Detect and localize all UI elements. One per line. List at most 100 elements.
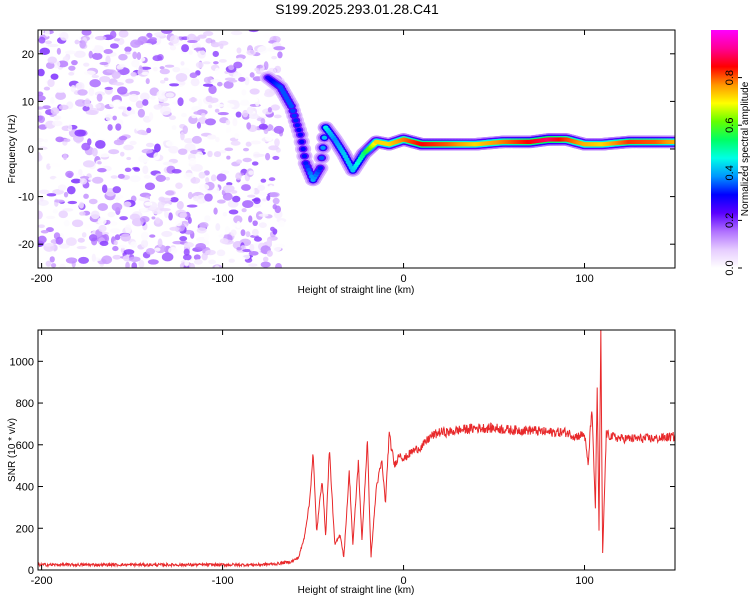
spectrogram-noise-blob	[208, 104, 213, 109]
spectrogram-noise-blob	[119, 216, 128, 221]
spectrogram-ridge	[259, 71, 675, 187]
spectrogram-noise-blob	[206, 134, 217, 140]
spectrogram-noise-blob	[183, 172, 195, 180]
spectrogram-noise-blob	[168, 145, 179, 154]
spectrogram-noise-blob	[228, 79, 238, 83]
spectrogram-noise-blob	[159, 68, 170, 75]
spectrogram-noise-blob	[222, 212, 228, 217]
spectrogram-noise-blob	[47, 56, 57, 64]
snr-background	[38, 330, 675, 570]
spectrogram-noise-blob	[89, 40, 95, 50]
spectrogram-noise-blob	[53, 115, 62, 121]
spectrogram-noise-blob	[250, 140, 262, 145]
spectrogram-noise-blob	[114, 196, 121, 201]
spectrogram-noise-blob	[247, 194, 256, 198]
spectrogram-noise-blob	[252, 203, 262, 208]
snr-x-label: Height of straight line (km)	[298, 585, 415, 596]
spectrogram-noise-blob	[115, 123, 122, 131]
spectrogram-noise-blob	[58, 104, 69, 111]
spectrogram-noise-blob	[47, 43, 59, 48]
spectrogram-x-ticks: -200 -100 0 100	[31, 30, 594, 285]
spectrogram-noise-blob	[252, 98, 259, 103]
spectrogram-noise-blob	[83, 70, 96, 76]
spectrogram-noise-blob	[125, 224, 132, 234]
spectrogram-noise-blob	[125, 78, 134, 84]
spectrogram-noise-blob	[105, 114, 113, 122]
spectrogram-noise-blob	[109, 228, 121, 234]
spectrogram-noise-blob	[257, 45, 268, 54]
spectrogram-noise-blob	[205, 177, 210, 184]
spectrogram-noise-blob	[78, 168, 83, 176]
spectrogram-noise-blob	[204, 118, 217, 126]
spectrogram-noise-blob	[191, 135, 202, 144]
spectrogram-noise-blob	[118, 106, 127, 110]
spectrogram-noise-blob	[98, 153, 110, 158]
spectrogram-y-label: Frequency (Hz)	[7, 115, 18, 184]
spectrogram-noise-blob	[116, 64, 124, 70]
spectrogram-noise-blob	[177, 97, 184, 107]
spectrogram-noise-blob	[142, 99, 149, 106]
spectrogram-noise-blob	[269, 191, 280, 198]
spectrogram-noise-blob	[262, 198, 268, 202]
spectrogram-noise-blob	[81, 30, 92, 36]
spectrogram-noise-blob	[214, 108, 220, 113]
spectrogram-noise-blob	[188, 50, 193, 55]
snr-x-ticks: -200 -100 0 100	[31, 330, 594, 587]
spectrogram-noise-blob	[152, 55, 163, 62]
spectrogram-noise-blob	[203, 31, 214, 37]
spectrogram-noise-blob	[64, 119, 76, 126]
spectrogram-noise-blob	[79, 211, 86, 216]
spectrogram-noise-blob	[188, 157, 197, 166]
spectrogram-noise-blob	[130, 71, 137, 77]
spectrogram-noise-blob	[133, 167, 141, 172]
spectrogram-noise-blob	[131, 59, 140, 68]
spectrogram-noise-blob	[207, 150, 213, 158]
spectrogram-noise-blob	[144, 182, 156, 191]
spectrogram-noise-blob	[239, 100, 250, 106]
spectrogram-noise-blob	[88, 234, 98, 242]
spectrogram-noise-blob	[184, 143, 196, 152]
spectrogram-noise-blob	[74, 129, 86, 137]
spectrogram-noise-blob	[124, 51, 131, 55]
spectrogram-noise-blob	[65, 170, 74, 178]
spectrogram-noise-blob	[138, 65, 143, 74]
spectrogram-noise-blob	[56, 47, 61, 55]
spectrogram-noise-blob	[68, 65, 76, 71]
spectrogram-noise-blob	[155, 174, 166, 182]
spectrogram-noise-blob	[219, 43, 224, 49]
spectrogram-noise-blob	[45, 62, 55, 69]
spectrogram-noise-blob	[278, 220, 285, 227]
spectrogram-noise-blob	[235, 111, 242, 118]
snr-y-label: SNR (10 * v/v)	[7, 418, 18, 482]
spectrogram-noise-blob	[91, 74, 100, 79]
spectrogram-noise-blob	[208, 97, 219, 103]
spectrogram-ridge-point	[304, 164, 310, 169]
spectrogram-noise-blob	[159, 79, 166, 84]
spectrogram-noise-blob	[188, 97, 198, 103]
spectrogram-noise-blob	[99, 76, 111, 83]
spectrogram-noise-blob	[193, 111, 203, 115]
spectrogram-noise-blob	[139, 216, 150, 223]
spectrogram-noise-blob	[215, 136, 220, 143]
spectrogram-noise-blob	[195, 243, 207, 250]
spectrogram-noise-blob	[169, 83, 180, 87]
spectrogram-noise-blob	[169, 34, 180, 44]
snr-ytick-label: 600	[16, 440, 34, 452]
spectrogram-noise-blob	[246, 49, 256, 56]
spectrogram-noise-blob	[277, 51, 283, 59]
spectrogram-noise-blob	[216, 199, 226, 204]
spectrogram-noise-blob	[198, 98, 203, 108]
snr-series-line	[38, 330, 675, 569]
spectrogram-noise-blob	[160, 106, 172, 116]
spectrogram-noise-blob	[74, 50, 86, 58]
spectrogram-xtick-label: 100	[575, 273, 593, 285]
spectrogram-noise-blob	[83, 224, 92, 229]
spectrogram-noise-blob	[178, 148, 188, 155]
spectrogram-ridge-point	[321, 135, 328, 140]
spectrogram-noise-blob	[120, 151, 125, 157]
spectrogram-noise-blob	[99, 61, 109, 66]
spectrogram-noise-blob	[168, 246, 178, 255]
spectrogram-noise-blob	[183, 137, 195, 144]
spectrogram-noise-blob	[273, 125, 285, 134]
